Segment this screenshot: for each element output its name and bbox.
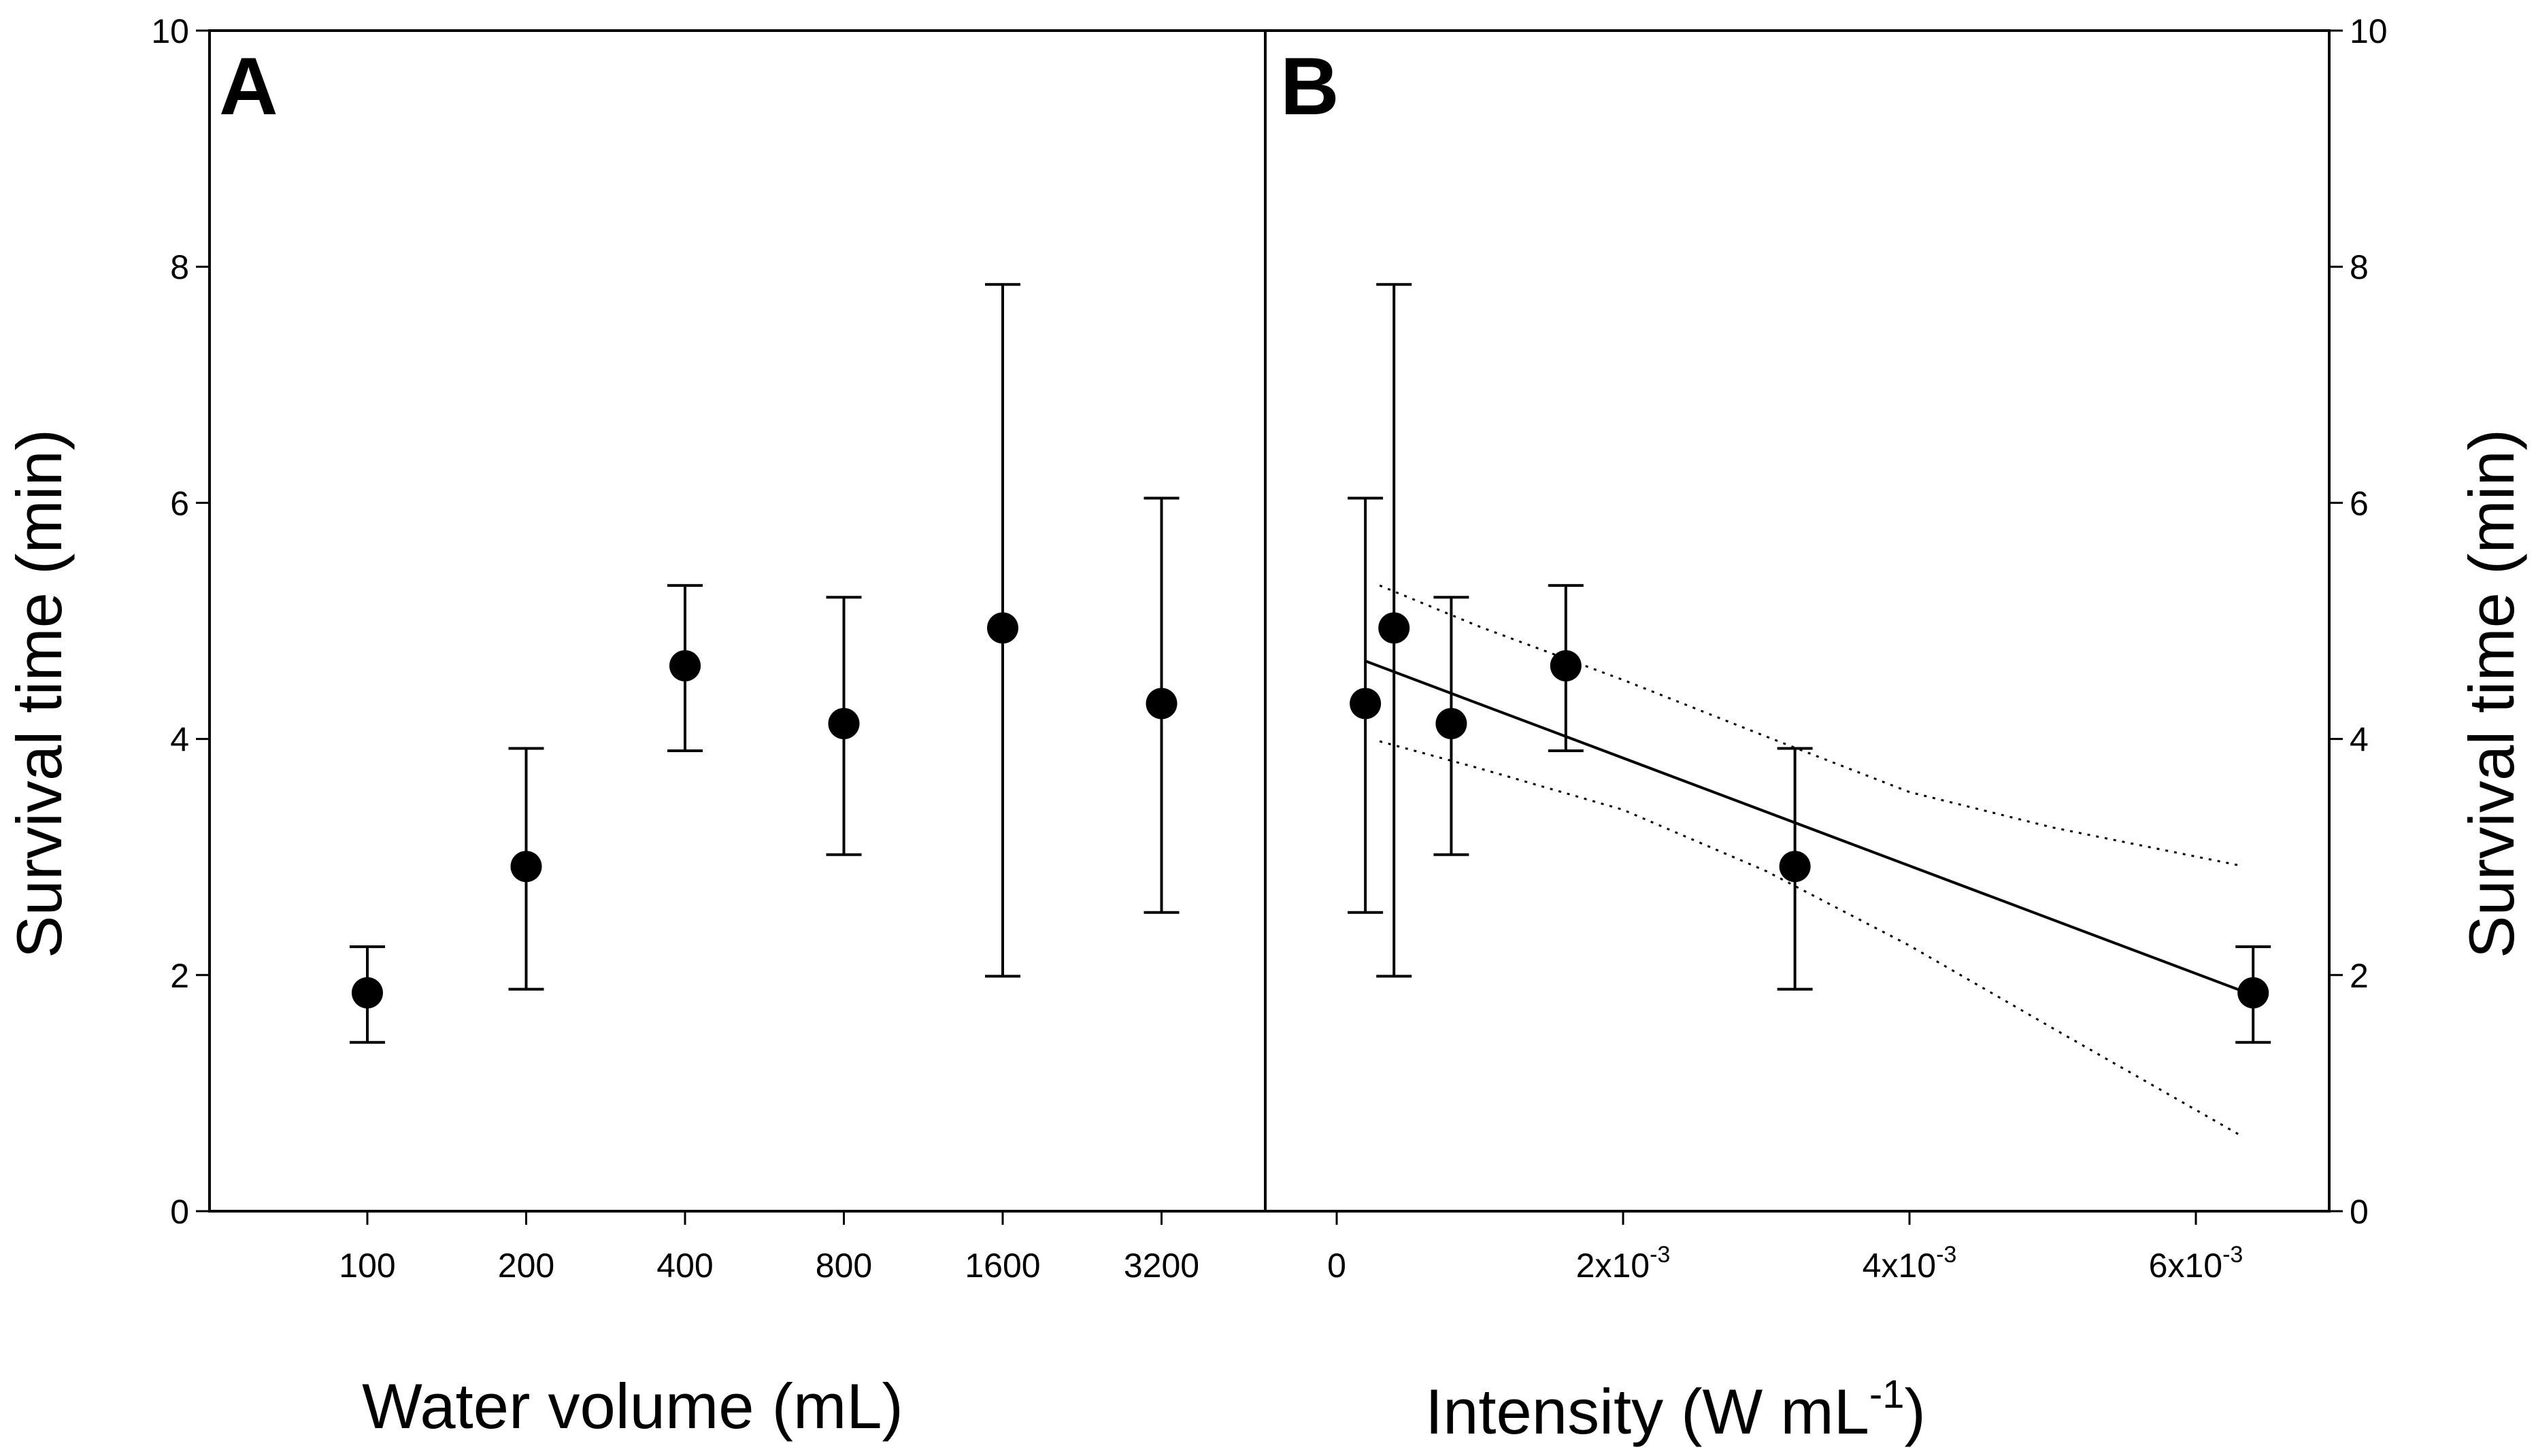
panel-a-data-point bbox=[1146, 688, 1178, 719]
panel-b-y-tick-label: 4 bbox=[2350, 721, 2369, 759]
panel-a-chart: 0 2 4 6 8 10 100 200 400 800 1600 3200 bbox=[151, 12, 1199, 1285]
panel-a-x-tick-label: 3200 bbox=[1124, 1247, 1199, 1285]
panel-a-data-point bbox=[828, 708, 860, 740]
panel-b-x-tick-label: 4x10-3 bbox=[1863, 1242, 1957, 1285]
panel-b-chart: 0 2 4 6 8 10 0 2x10-3 4x10-3 6x10-3 bbox=[1327, 12, 2388, 1285]
panel-b-x-axis-title: Intensity (W mL-1) bbox=[1425, 1372, 1926, 1447]
panel-a-y-tick-label: 0 bbox=[170, 1193, 189, 1231]
panel-b-ci-upper bbox=[1379, 584, 2239, 866]
panel-b-y-tick-label: 10 bbox=[2350, 12, 2388, 50]
panel-b-data-point bbox=[1435, 708, 1467, 740]
panel-b-x-tick-label: 2x10-3 bbox=[1576, 1242, 1671, 1285]
panel-a-x-tick-label: 100 bbox=[339, 1247, 395, 1285]
panel-a-y-tick-label: 6 bbox=[170, 484, 189, 522]
panel-b-data-point bbox=[1550, 649, 1582, 681]
panel-b-x-axis-title-exp: -1 bbox=[1869, 1372, 1905, 1417]
panel-a-data-point bbox=[669, 649, 701, 681]
panel-a-y-tick-label: 8 bbox=[170, 248, 189, 286]
panel-b-x-tick-label: 6x10-3 bbox=[2149, 1242, 2243, 1285]
panel-a-x-tick-label: 200 bbox=[498, 1247, 554, 1285]
panel-b-x-tick-label: 0 bbox=[1327, 1247, 1346, 1285]
panel-b-y-tick-label: 6 bbox=[2350, 484, 2369, 522]
panel-b-x-axis-title-suffix: ) bbox=[1904, 1376, 1925, 1447]
panel-b-label: B bbox=[1280, 41, 1339, 132]
panel-b-frame bbox=[1264, 29, 2331, 1213]
panel-b-y-axis-title: Survival time (min) bbox=[2456, 429, 2527, 958]
panel-a-label: A bbox=[219, 41, 278, 132]
panel-a-y-tick-label: 2 bbox=[170, 957, 189, 995]
panel-a-y-tick-label: 10 bbox=[151, 12, 189, 50]
panel-a-data-point bbox=[510, 851, 542, 883]
panel-b-data-point bbox=[1378, 612, 1410, 644]
panel-a-x-tick-label: 400 bbox=[656, 1247, 713, 1285]
panel-a-x-axis-title: Water volume (mL) bbox=[362, 1370, 903, 1442]
panel-a-y-tick-label: 4 bbox=[170, 721, 189, 759]
panel-a-data-point bbox=[987, 612, 1018, 644]
panel-a-x-tick-label: 800 bbox=[816, 1247, 872, 1285]
panel-b-data-point bbox=[1779, 851, 1811, 883]
panel-b-regression-line bbox=[1365, 660, 2254, 997]
panel-b-x-axis-title-main: Intensity (W mL bbox=[1425, 1376, 1869, 1447]
panel-b-y-tick-label: 8 bbox=[2350, 248, 2369, 286]
panel-b-y-tick-label: 0 bbox=[2350, 1193, 2369, 1231]
panel-b-data-point bbox=[2237, 977, 2269, 1009]
panel-a-x-tick-label: 1600 bbox=[965, 1247, 1040, 1285]
panel-a-data-point bbox=[352, 977, 383, 1009]
panel-b-ci-lower bbox=[1379, 740, 2239, 1136]
panel-b-data-point bbox=[1350, 688, 1382, 719]
panel-b-y-tick-label: 2 bbox=[2350, 957, 2369, 995]
panel-a-y-axis-title: Survival time (min) bbox=[3, 429, 75, 958]
